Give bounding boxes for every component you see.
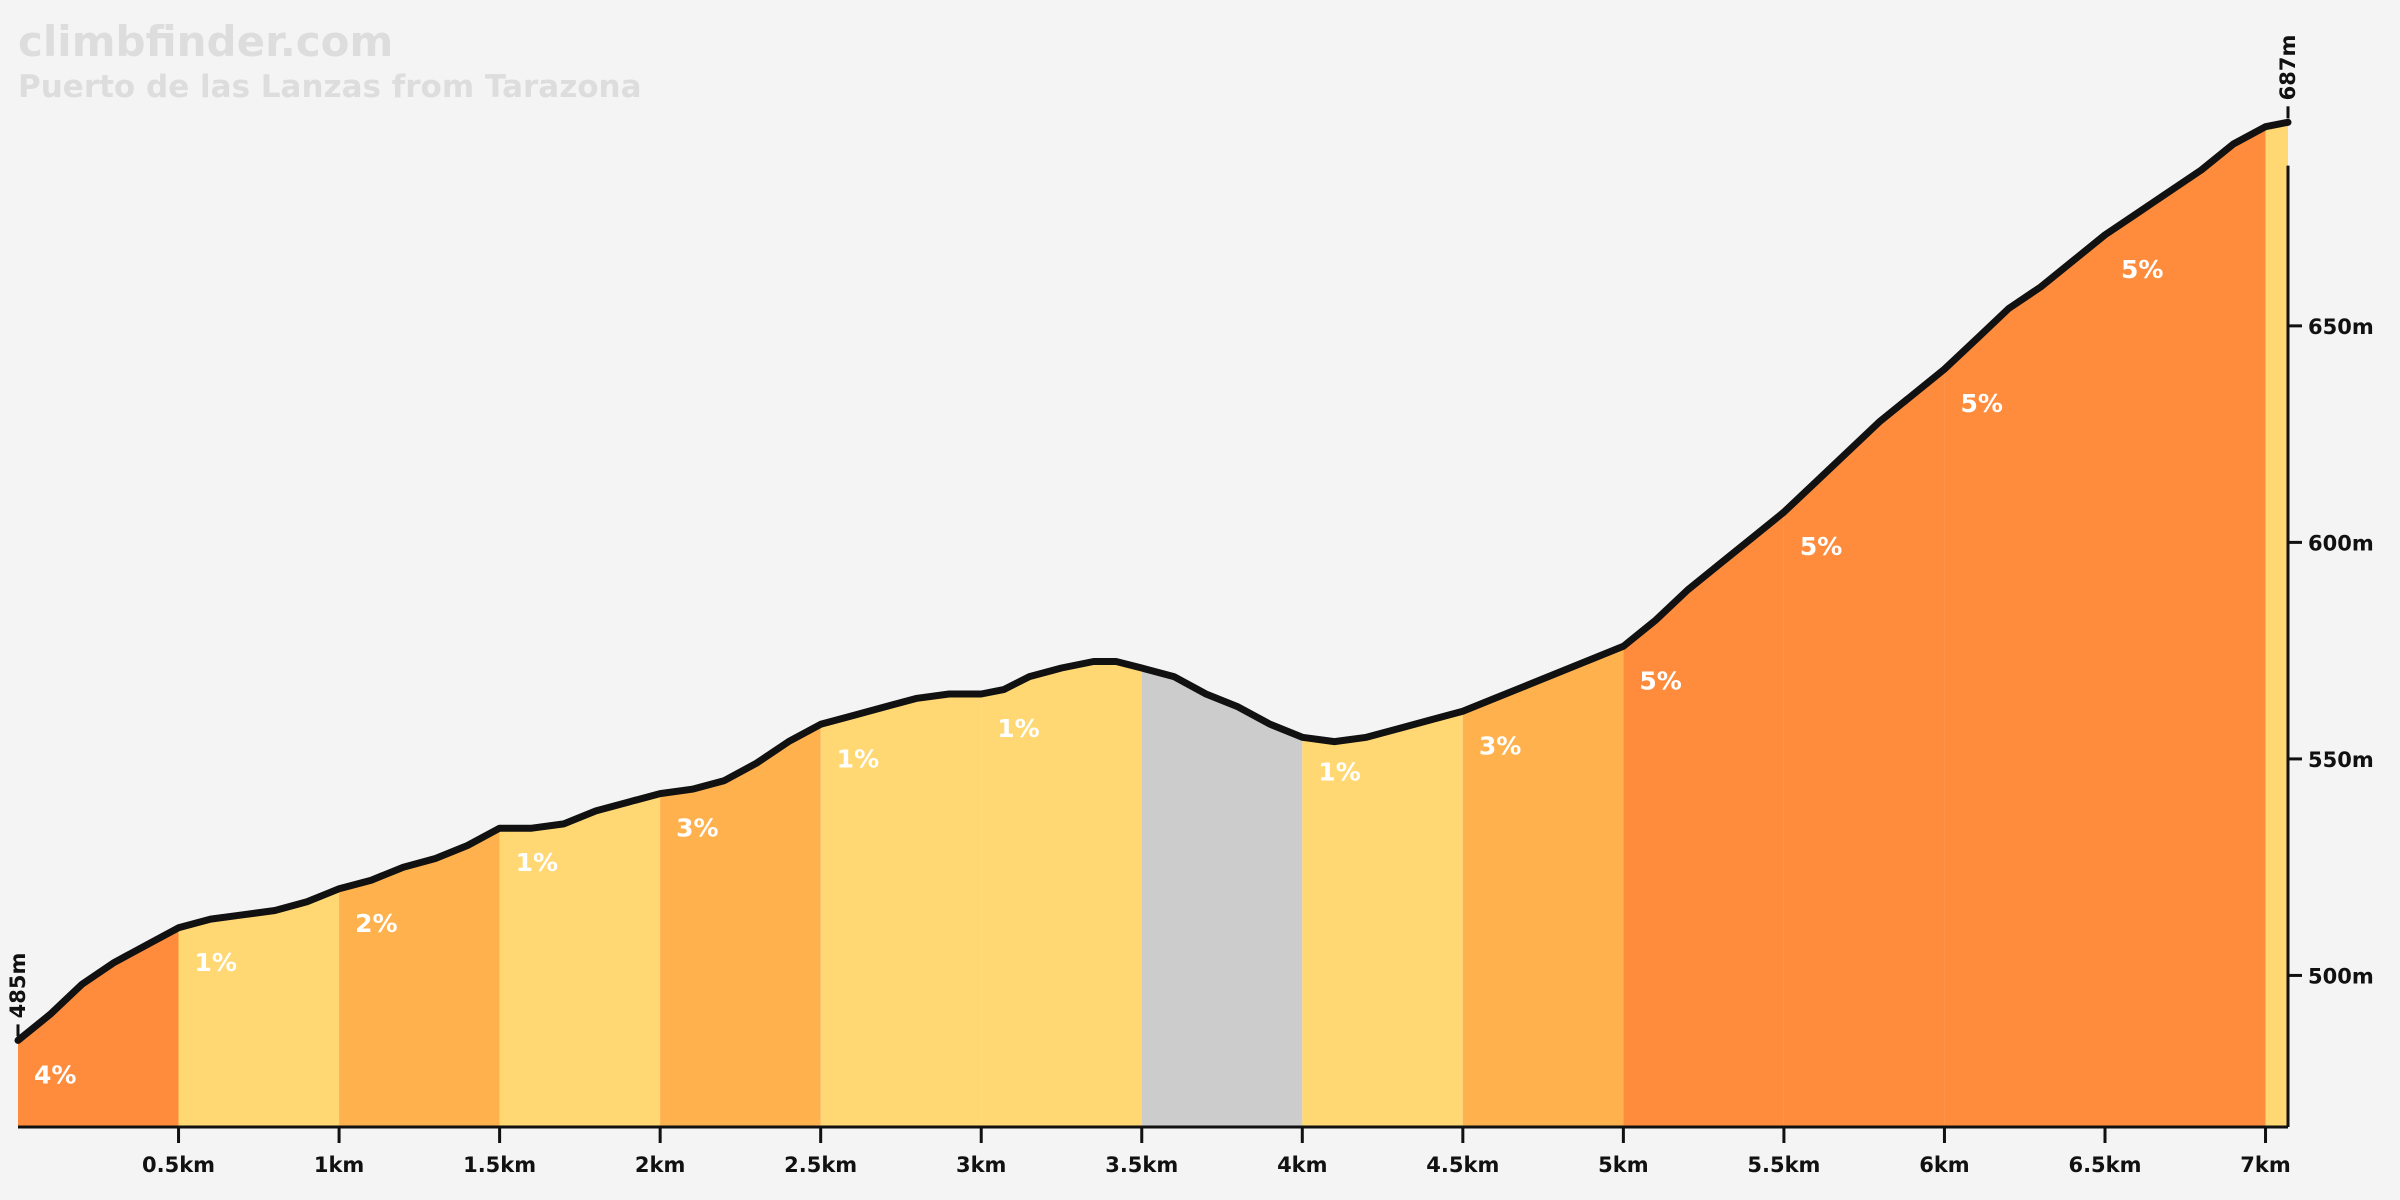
grade-label-10: 3% [1479,731,1521,760]
grade-segment-10 [1462,646,1624,1127]
end-elevation-label: 687m [2276,35,2300,101]
y-tick-label-4: 650m [2308,315,2374,339]
grade-segment-9 [1302,711,1463,1127]
x-tick-label-14: 7km [2240,1153,2290,1177]
grade-segment-2 [178,888,340,1127]
grade-label-9: 1% [1318,757,1360,786]
x-tick-label-7: 3.5km [1105,1153,1178,1177]
site-brand: climbfinder.com [18,17,393,66]
grade-segment-6 [820,694,982,1127]
grade-label-1: 4% [34,1060,76,1089]
grade-label-12: 5% [1800,532,1842,561]
x-axis: 0.5km 1km 1.5km 2km 2.5km 3km 3.5km 4km 4.5km 5km… [18,1125,2291,1177]
x-tick-label-10: 5km [1598,1153,1648,1177]
grade-segment-1 [18,927,179,1127]
grade-segment-7 [981,661,1142,1127]
climb-subtitle: Puerto de las Lanzas from Tarazona [18,69,642,105]
x-tick-label-2: 1km [314,1153,364,1177]
profile-outline [14,118,2292,1044]
grade-segment-5 [660,724,821,1127]
grade-segment-3 [339,828,500,1127]
grade-segment-8 [1141,668,1303,1127]
x-tick-label-13: 6.5km [2068,1153,2141,1177]
x-tick-label-9: 4.5km [1426,1153,1499,1177]
y-axis: 500m 550m 600m 650m [2286,165,2374,1127]
grade-label-14: 5% [2121,255,2163,284]
x-tick-label-11: 5.5km [1747,1153,1820,1177]
grade-segments [18,122,2288,1128]
x-tick-label-4: 2km [635,1153,685,1177]
x-tick-label-3: 1.5km [463,1153,536,1177]
grade-labels: 4% 1% 2% 1% 3% 1% 1% 1% 3% 5% 5% 5% 5% [34,255,2163,1089]
grade-label-13: 5% [1960,389,2002,418]
grade-label-4: 1% [516,848,558,877]
grade-segment-14 [2105,126,2266,1127]
profile-outline-group [14,118,2292,1044]
grade-segment-11 [1623,512,1784,1127]
grade-segment-15 [2265,122,2288,1128]
y-tick-label-2: 550m [2308,748,2374,772]
grade-label-11: 5% [1639,666,1681,695]
grade-label-2: 1% [195,948,237,977]
x-tick-label-5: 2.5km [784,1153,857,1177]
grade-label-3: 2% [355,909,397,938]
start-elevation-label: 485m [6,953,30,1019]
x-tick-label-12: 6km [1919,1153,1969,1177]
grade-segment-12 [1783,369,1945,1127]
grade-label-7: 1% [997,714,1039,743]
grade-label-5: 3% [676,814,718,843]
elevation-endpoints: 485m 687m [6,35,2300,1037]
grade-label-6: 1% [837,744,879,773]
x-tick-label-6: 3km [956,1153,1006,1177]
y-tick-label-3: 600m [2308,531,2374,555]
grade-segment-13 [1944,234,2105,1127]
x-tick-label-1: 0.5km [142,1153,215,1177]
y-tick-label-1: 500m [2308,964,2374,988]
grade-segment-4 [499,793,661,1127]
x-tick-label-8: 4km [1277,1153,1327,1177]
